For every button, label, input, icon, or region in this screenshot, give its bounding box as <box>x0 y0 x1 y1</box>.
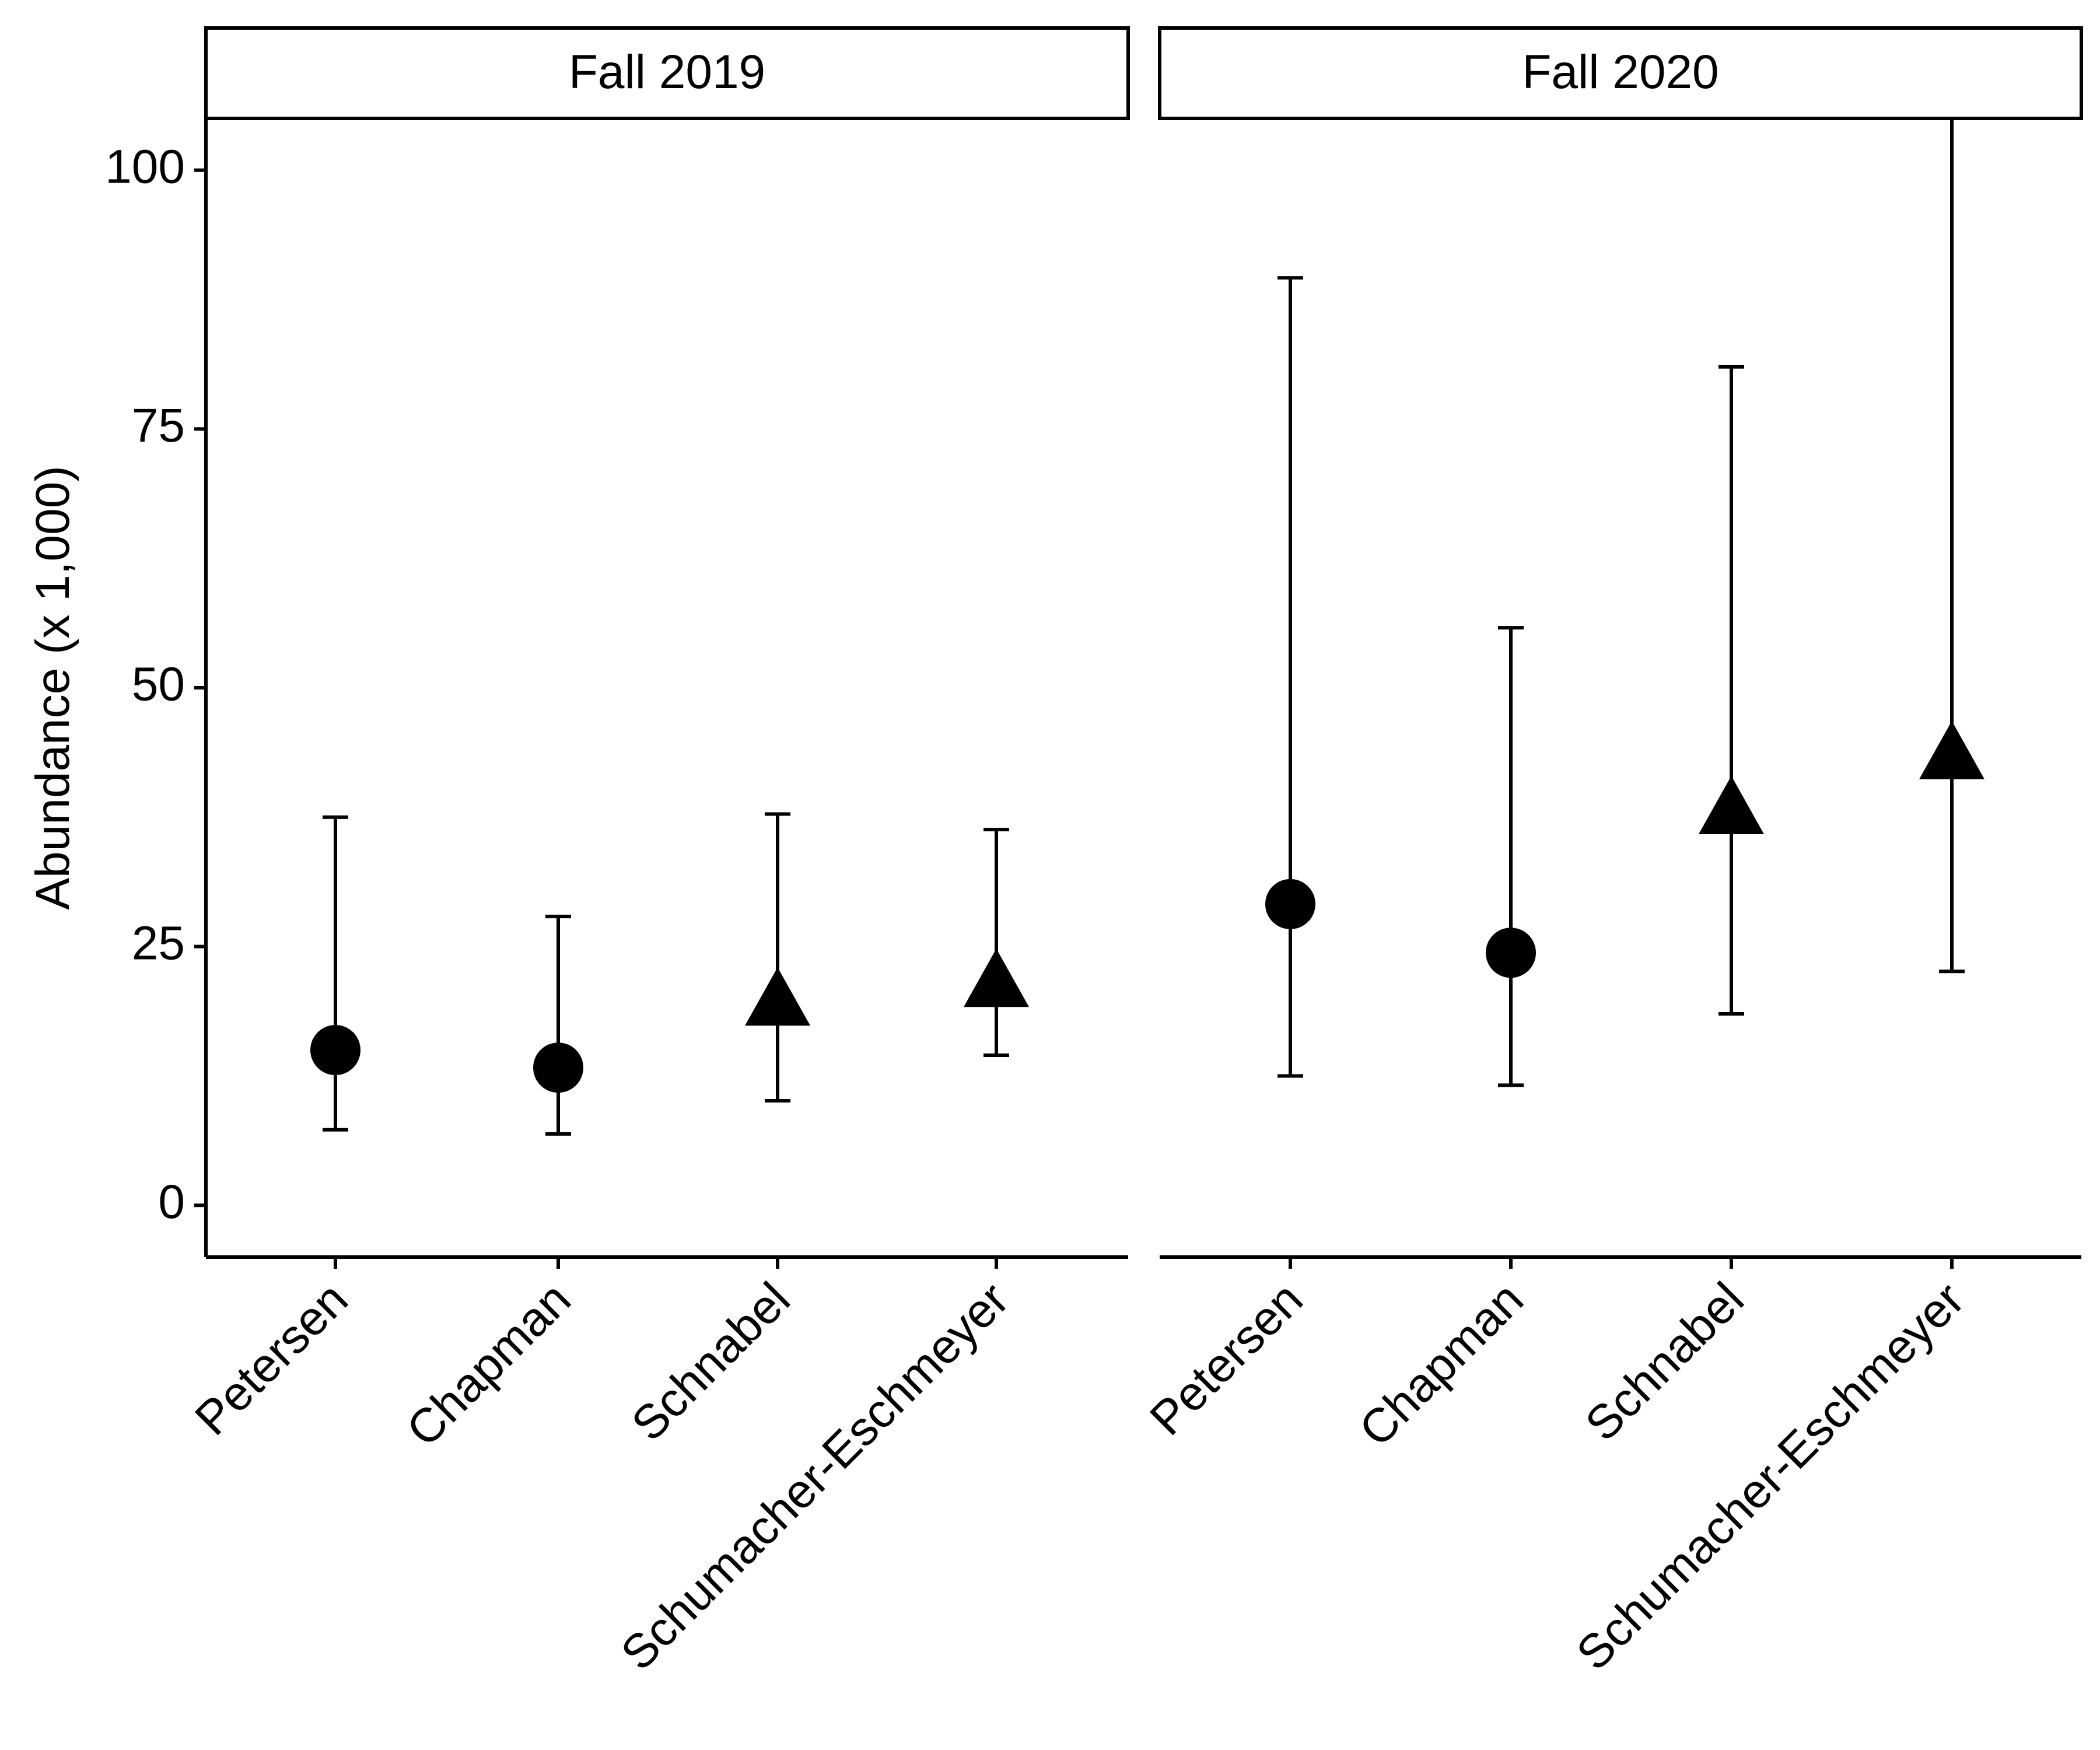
data-point-triangle <box>1699 775 1764 834</box>
x-tick-label: Schnabel <box>1576 1272 1754 1451</box>
data-point-triangle <box>1919 720 1985 779</box>
data-point-triangle <box>964 949 1029 1007</box>
y-tick-label: 75 <box>132 399 185 452</box>
x-tick-label: Chapman <box>397 1272 581 1457</box>
y-tick-label: 25 <box>132 916 185 970</box>
x-tick-label: Chapman <box>1349 1272 1534 1457</box>
x-tick-label: Petersen <box>1140 1272 1312 1445</box>
facet-strip <box>204 26 1130 120</box>
y-tick-label: 50 <box>132 658 185 711</box>
data-point-triangle <box>745 967 810 1026</box>
x-tick-label: Petersen <box>185 1272 358 1445</box>
data-point-circle <box>533 1042 583 1093</box>
x-tick-label: Schnabel <box>622 1272 800 1451</box>
facet-strip <box>1158 26 2083 120</box>
facet-strip-label: Fall 2019 <box>569 46 765 99</box>
y-tick-label: 100 <box>105 140 185 193</box>
facet-strip-label: Fall 2020 <box>1522 46 1718 99</box>
y-tick-label: 0 <box>158 1175 185 1228</box>
data-point-circle <box>310 1025 360 1076</box>
data-point-circle <box>1265 878 1315 929</box>
y-axis-title: Abundance (x 1,000) <box>26 466 79 909</box>
x-tick-label: Schumacher-Eschmeyer <box>1567 1272 1975 1680</box>
x-tick-label: Schumacher-Eschmeyer <box>611 1272 1019 1680</box>
data-point-circle <box>1486 928 1536 978</box>
